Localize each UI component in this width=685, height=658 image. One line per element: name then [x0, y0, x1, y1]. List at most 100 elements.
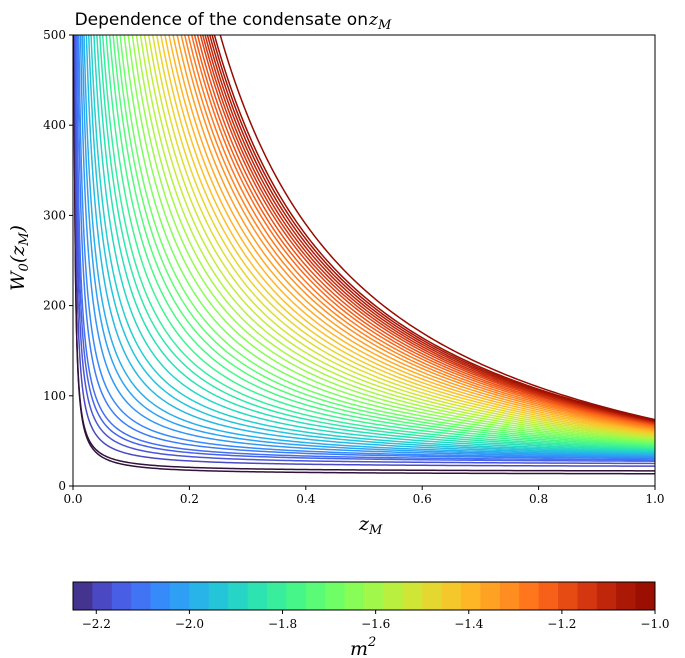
series-line	[115, 35, 655, 445]
colorbar-band	[577, 582, 598, 610]
colorbar-band	[383, 582, 404, 610]
colorbar-band	[558, 582, 578, 610]
colorbar-band	[111, 582, 132, 610]
colorbar-label: m2	[350, 635, 376, 658]
series-line	[73, 35, 655, 472]
series-line	[156, 35, 655, 436]
series-line	[139, 35, 655, 440]
series-line	[75, 35, 655, 462]
colorbar-band	[73, 582, 93, 610]
series-line	[147, 35, 655, 438]
series-line	[202, 35, 655, 424]
series-line	[76, 35, 655, 460]
series-line	[180, 35, 655, 430]
series-line	[79, 35, 655, 458]
colorbar-frame	[72, 581, 656, 611]
colorbar-band	[480, 582, 501, 610]
colorbar-tick-label: −1.2	[547, 617, 576, 631]
colorbar-tick-label: −1.0	[640, 617, 669, 631]
colorbar-tick-label: −1.6	[361, 617, 390, 631]
colorbar-band	[170, 582, 190, 610]
colorbar-band	[189, 582, 210, 610]
series-line	[176, 35, 655, 431]
colorbar-band	[635, 582, 656, 610]
series-line	[108, 35, 655, 447]
series-line	[151, 35, 655, 437]
colorbar-tick-label: −2.0	[175, 617, 204, 631]
series-line	[135, 35, 655, 441]
series-line	[112, 35, 655, 446]
colorbar-band	[92, 582, 113, 610]
series-line	[74, 35, 655, 465]
x-tick-label: 0.8	[529, 492, 548, 506]
colorbar-band	[305, 582, 326, 610]
colorbar-band	[616, 582, 636, 610]
colorbar-tick-label: −1.8	[268, 617, 297, 631]
series-line	[127, 35, 655, 443]
y-axis: 0 100 200 300 400 500	[43, 28, 73, 493]
colorbar-band	[267, 582, 287, 610]
series-line	[119, 35, 655, 444]
series-line	[196, 35, 655, 426]
colorbar-band	[208, 582, 229, 610]
series-line	[211, 35, 655, 422]
y-axis-label: W0(zM)	[7, 225, 32, 291]
colorbar-tick-label: −2.2	[82, 617, 111, 631]
y-tick-label: 300	[43, 208, 66, 222]
series-line	[83, 35, 655, 456]
y-tick-label: 200	[43, 299, 66, 313]
series-line	[143, 35, 655, 439]
colorbar-band	[422, 582, 442, 610]
x-tick-label: 1.0	[645, 492, 664, 506]
series-line	[123, 35, 655, 443]
series-line	[160, 35, 655, 435]
x-tick-label: 0.0	[63, 492, 82, 506]
series-line	[204, 35, 655, 424]
series-line	[93, 35, 655, 452]
chart-title-math: zM	[368, 10, 392, 33]
colorbar	[73, 582, 656, 610]
chart-title: Dependence of the condensate on zM	[75, 10, 392, 33]
plot-frame	[72, 34, 656, 487]
colorbar-band	[441, 582, 462, 610]
colorbar-band	[499, 582, 520, 610]
series-line	[87, 35, 655, 454]
series-line	[213, 35, 655, 421]
series-line	[219, 35, 655, 421]
series-line	[168, 35, 655, 433]
chart-title-text: Dependence of the condensate on	[75, 10, 368, 30]
x-tick-label: 0.2	[180, 492, 199, 506]
colorbar-tick-label: −1.4	[454, 617, 484, 631]
colorbar-band	[228, 582, 248, 610]
series-line	[75, 35, 655, 461]
colorbar-band	[286, 582, 307, 610]
series-line	[208, 35, 655, 422]
svg-text:zM: zM	[358, 513, 383, 538]
x-tick-label: 0.6	[413, 492, 432, 506]
colorbar-band	[131, 582, 151, 610]
series-line	[81, 35, 655, 457]
colorbar-band	[364, 582, 384, 610]
series-line	[105, 35, 655, 448]
colorbar-ticks: −2.2 −2.0 −1.8 −1.6 −1.4 −1.2 −1.0	[82, 610, 670, 631]
series-line	[101, 35, 655, 449]
series-line	[85, 35, 655, 455]
colorbar-band	[325, 582, 345, 610]
y-tick-label: 400	[43, 118, 66, 132]
x-tick-label: 0.4	[296, 492, 315, 506]
series-line	[99, 35, 655, 450]
plot-area	[73, 35, 655, 475]
series-line	[73, 35, 655, 475]
y-tick-label: 0	[58, 479, 66, 493]
series-line	[183, 35, 655, 429]
series-line	[96, 35, 655, 451]
svg-text:W0(zM): W0(zM)	[7, 225, 32, 291]
y-tick-label: 500	[43, 28, 66, 42]
series-line	[206, 35, 655, 423]
colorbar-band	[461, 582, 481, 610]
x-axis-label: zM	[358, 513, 383, 538]
colorbar-band	[247, 582, 268, 610]
colorbar-band	[344, 582, 365, 610]
colorbar-band	[150, 582, 171, 610]
